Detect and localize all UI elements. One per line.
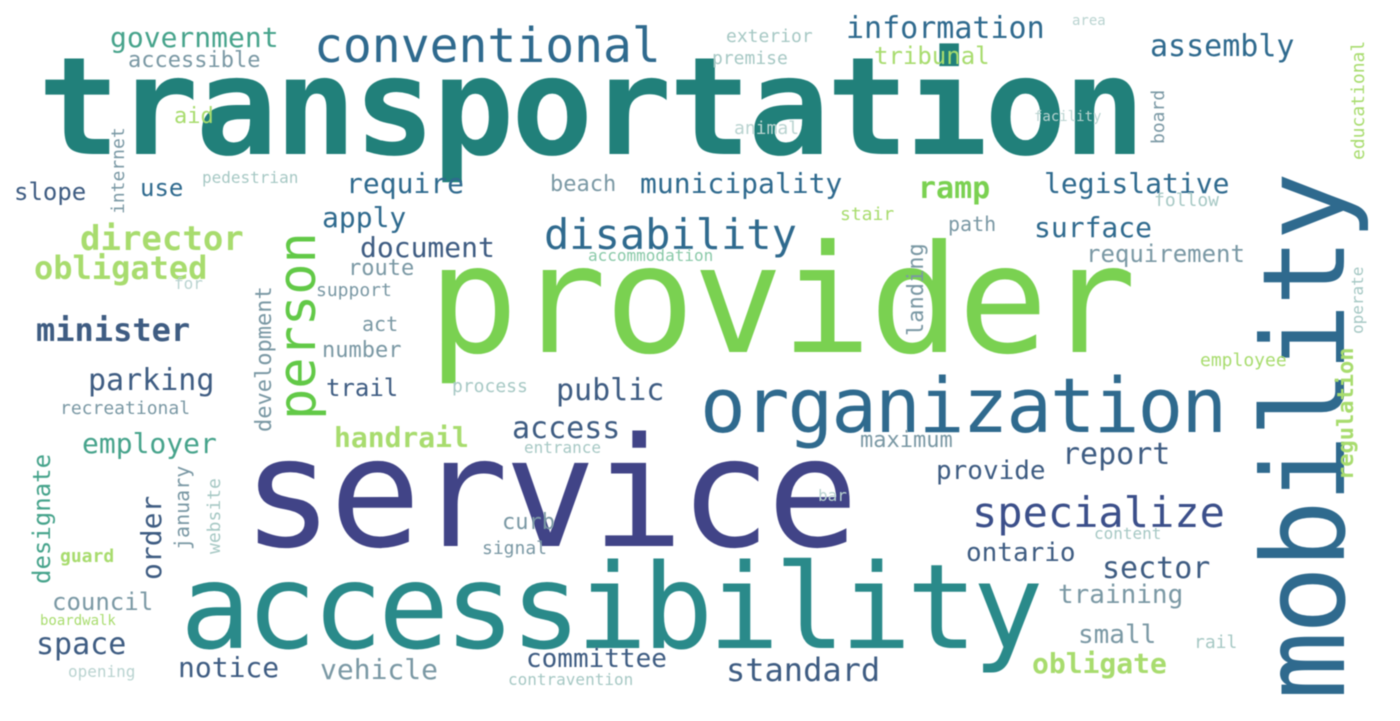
- word-notice: notice: [178, 651, 280, 684]
- word-committee: committee: [526, 644, 667, 674]
- word-operate: operate: [1348, 266, 1367, 334]
- word-employee: employee: [1200, 350, 1287, 371]
- word-obligated: obligated: [34, 249, 208, 287]
- word-accessibility: accessibility: [180, 538, 1044, 676]
- word-bar: bar: [818, 486, 847, 505]
- word-designate: designate: [28, 453, 56, 584]
- word-provider: provider: [428, 214, 1136, 388]
- word-sector: sector: [1102, 551, 1211, 586]
- word-conventional: conventional: [314, 18, 661, 74]
- word-vehicle: vehicle: [320, 653, 439, 686]
- word-small: small: [1078, 620, 1157, 650]
- word-curb: curb: [502, 510, 555, 535]
- word-standard: standard: [726, 651, 881, 689]
- word-support: support: [316, 280, 392, 301]
- word-stair: stair: [840, 204, 895, 225]
- word-landing: landing: [904, 243, 929, 336]
- word-minister: minister: [36, 311, 191, 349]
- word-maximum: maximum: [860, 428, 953, 453]
- word-act: act: [362, 312, 399, 336]
- word-person: person: [268, 232, 328, 420]
- word-transportation: transportation: [38, 29, 1145, 187]
- word-boardwalk: boardwalk: [40, 613, 116, 629]
- word-guard: guard: [60, 546, 115, 567]
- word-assembly: assembly: [1150, 29, 1295, 64]
- word-aid: aid: [174, 104, 214, 129]
- word-area: area: [1072, 13, 1106, 29]
- word-trail: trail: [326, 374, 399, 402]
- word-handrail: handrail: [334, 421, 469, 454]
- word-require: require: [346, 167, 465, 200]
- word-accessible: accessible: [128, 48, 261, 73]
- word-employer: employer: [82, 427, 217, 460]
- word-government: government: [110, 21, 279, 54]
- word-provide: provide: [936, 456, 1046, 486]
- word-training: training: [1058, 580, 1184, 610]
- word-ramp: ramp: [918, 171, 991, 206]
- word-exterior: exterior: [726, 26, 813, 47]
- word-specialize: specialize: [972, 488, 1225, 537]
- word-information: information: [846, 11, 1045, 46]
- word-pedestrian: pedestrian: [202, 168, 299, 187]
- word-contravention: contravention: [508, 670, 634, 689]
- word-content: content: [1094, 524, 1162, 543]
- word-premise: premise: [712, 48, 788, 69]
- word-recreational: recreational: [60, 398, 191, 419]
- word-number: number: [322, 338, 402, 363]
- word-disability: disability: [544, 210, 797, 259]
- word-report: report: [1062, 437, 1171, 472]
- word-council: council: [52, 588, 154, 616]
- word-beach: beach: [550, 172, 617, 197]
- word-ontario: ontario: [966, 538, 1076, 568]
- word-january: january: [170, 465, 194, 550]
- word-requirement: requirement: [1086, 240, 1245, 268]
- word-slope: slope: [14, 178, 87, 206]
- word-entrance: entrance: [524, 438, 602, 457]
- word-path: path: [948, 212, 997, 236]
- word-order: order: [135, 495, 168, 580]
- word-rail: rail: [1194, 632, 1238, 653]
- word-process: process: [452, 376, 528, 397]
- word-follow: follow: [1154, 190, 1220, 211]
- word-parking: parking: [88, 363, 215, 398]
- word-facility: facility: [1034, 109, 1102, 125]
- word-document: document: [360, 231, 495, 264]
- word-accommodation: accommodation: [588, 246, 714, 265]
- word-opening: opening: [68, 662, 136, 681]
- word-educational: educational: [1348, 40, 1369, 160]
- word-for: for: [174, 274, 203, 293]
- word-apply: apply: [322, 201, 407, 234]
- word-development: development: [252, 286, 277, 432]
- word-obligate: obligate: [1032, 647, 1167, 680]
- word-tribunal: tribunal: [874, 42, 990, 70]
- word-director: director: [80, 219, 244, 259]
- word-internet: internet: [108, 127, 129, 214]
- word-website: website: [204, 478, 225, 554]
- word-organization: organization: [700, 361, 1227, 450]
- word-animal: animal: [734, 118, 800, 139]
- word-regulation: regulation: [1334, 347, 1359, 480]
- word-space: space: [36, 627, 127, 662]
- word-surface: surface: [1034, 211, 1153, 244]
- word-board: board: [1148, 89, 1169, 144]
- word-signal: signal: [482, 538, 548, 559]
- word-municipality: municipality: [640, 167, 843, 200]
- word-service: service: [242, 405, 859, 582]
- word-route: route: [348, 256, 415, 281]
- word-access: access: [512, 411, 621, 446]
- word-use: use: [140, 174, 184, 202]
- word-public: public: [556, 373, 665, 408]
- word-legislative: legislative: [1044, 167, 1230, 200]
